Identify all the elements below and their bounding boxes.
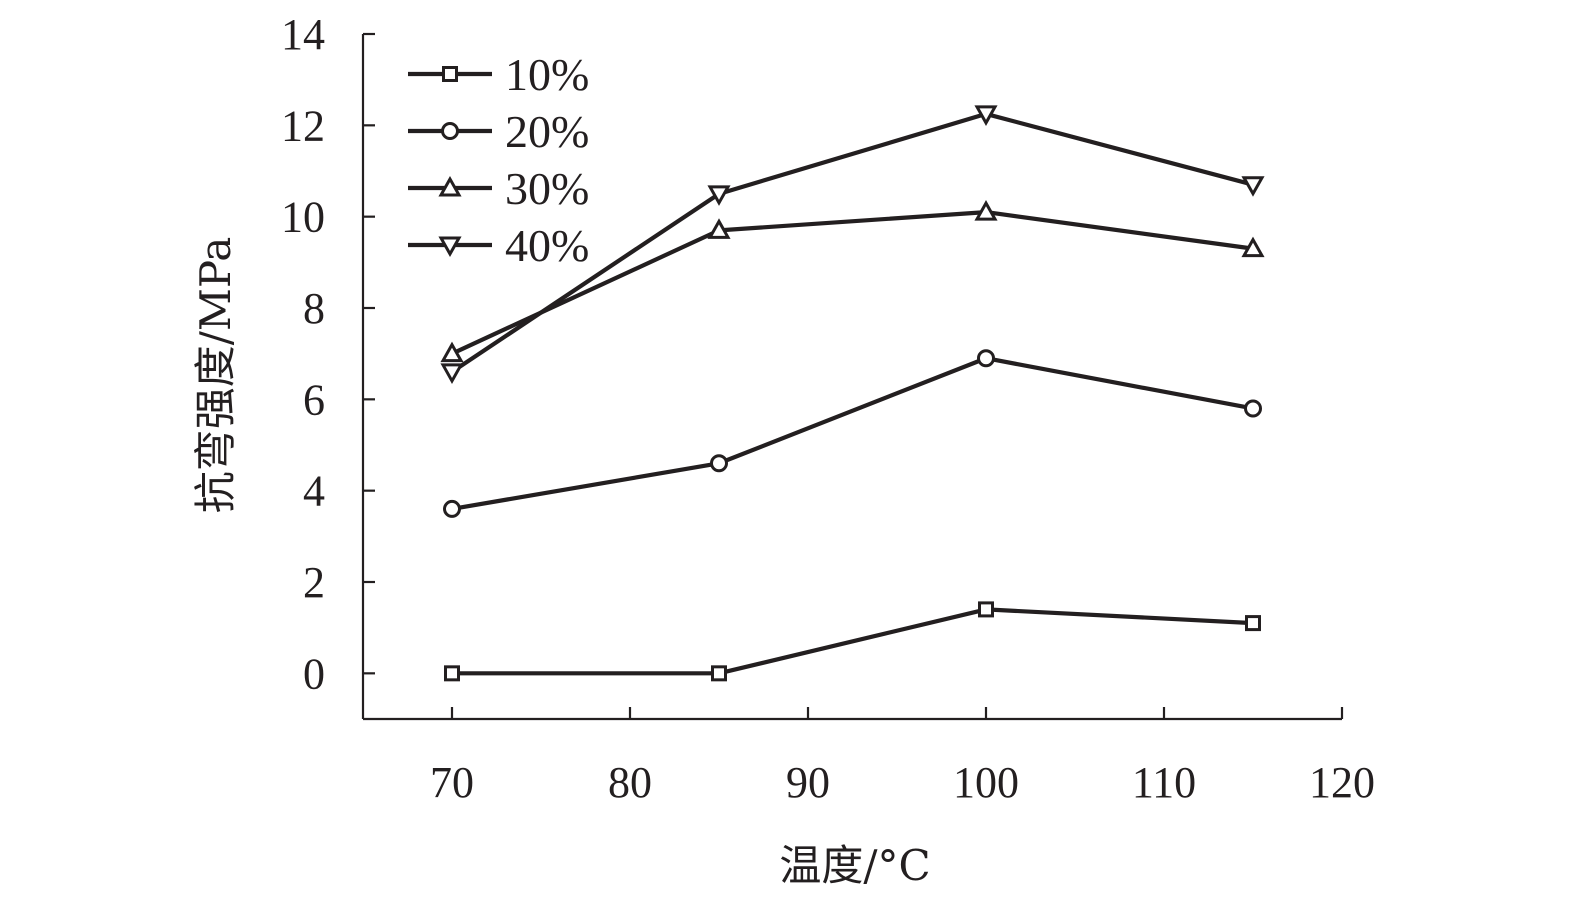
legend-label: 30% [505,163,589,214]
x-tick-label: 90 [786,758,830,807]
x-tick-label: 100 [953,758,1019,807]
y-tick-label: 6 [303,375,325,424]
data-point [710,454,728,473]
legend-item: 20% [408,106,589,157]
data-point [440,341,464,363]
series-2 [443,349,1262,518]
legend-label: 10% [505,49,589,100]
legend-item: 10% [408,49,589,100]
y-axis-title: 抗弯强度/MPa [191,237,240,514]
y-tick-label: 14 [281,10,325,59]
y-tick-label: 2 [303,558,325,607]
series-line [451,356,1254,512]
legend: 10% 20% 30% 40% [408,49,589,271]
data-point [974,105,998,126]
x-tick-label: 70 [430,758,474,807]
y-tick-label: 4 [303,467,325,516]
data-point [707,218,731,239]
data-point [443,499,461,518]
data-point [978,601,994,618]
series-line [450,111,1254,374]
series-1 [444,601,1261,682]
data-point [974,200,998,221]
data-point [1241,176,1265,197]
legend-marker [438,236,462,258]
data-point [707,185,731,206]
y-tick-label: 8 [303,284,325,333]
series-group [440,105,1265,682]
data-point [440,363,464,384]
legend-marker [442,66,458,82]
legend-marker [438,175,462,197]
data-point [1245,615,1261,632]
legend-label: 20% [505,106,589,157]
y-tick-label: 12 [281,101,325,150]
x-tick-label: 80 [608,758,652,807]
data-point [1244,399,1262,418]
x-tick-label: 110 [1132,758,1196,807]
axes: 0 2 4 6 8 10 12 14 70 80 90 100 110 120 [281,10,1375,807]
series-line [451,210,1254,356]
legend-item: 40% [408,220,589,271]
data-point [977,349,995,368]
y-tick-label: 0 [303,649,325,698]
data-point [711,665,727,682]
x-tick-label: 120 [1309,758,1375,807]
legend-label: 40% [505,220,589,271]
legend-marker [441,122,459,140]
data-point [1241,236,1265,258]
series-4 [440,105,1265,384]
y-tick-label: 10 [281,193,325,242]
legend-item: 30% [408,163,589,214]
x-axis-title: 温度/°C [779,841,930,890]
series-3 [440,200,1265,363]
data-point [444,665,460,682]
series-line [452,607,1254,676]
